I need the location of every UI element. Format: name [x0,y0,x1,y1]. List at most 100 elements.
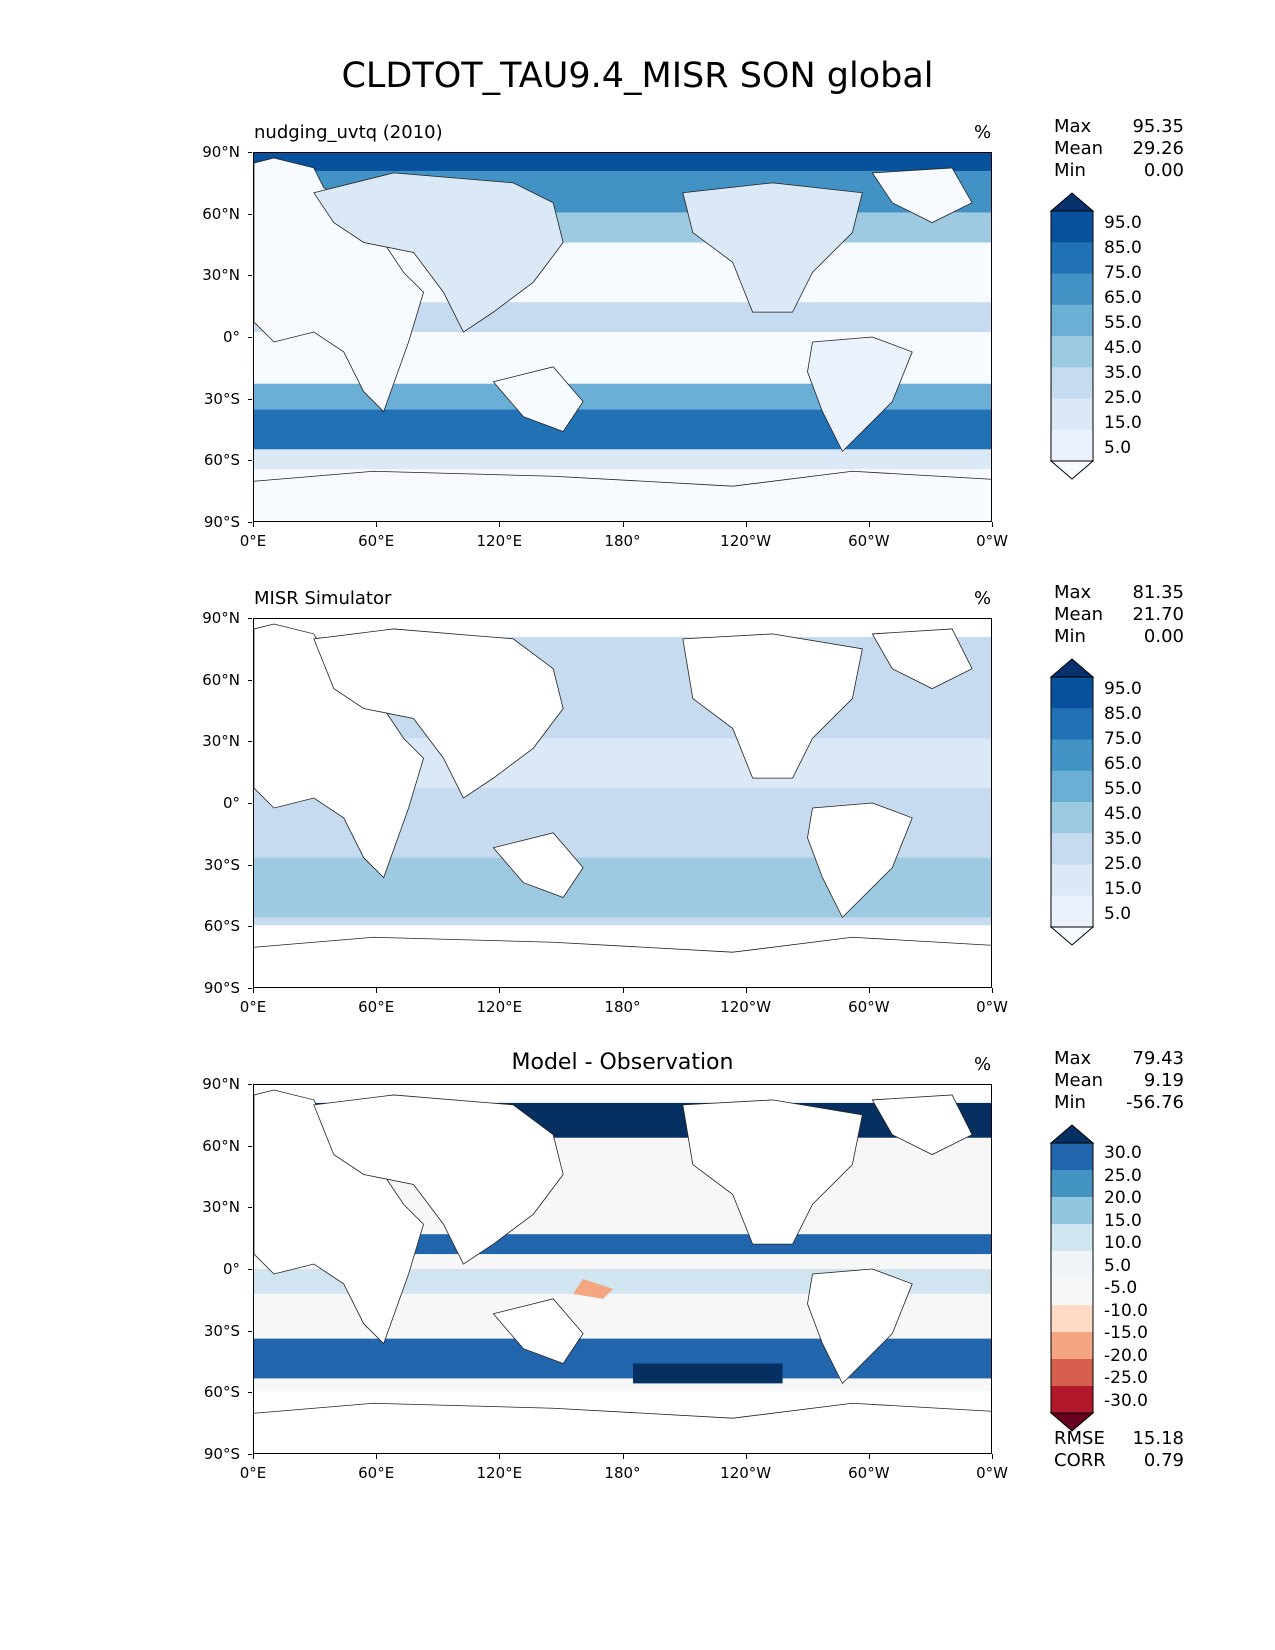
colorbar-segment [1051,1224,1093,1252]
colorbar-tick-label: 55.0 [1104,778,1142,799]
stat-min: Min -56.76 [1054,1092,1184,1113]
map-field-difference [254,1085,991,1453]
colorbar-segment [1051,895,1093,928]
colorbar-tick-label: 15.0 [1104,878,1142,899]
y-tick-label: 90°S [203,513,240,531]
stat-max: Max 95.35 [1054,116,1184,137]
y-tick-label: 90°N [202,143,240,161]
y-tick [248,398,252,400]
y-tick-label: 60°S [203,917,240,936]
stats-box: Max 81.35 Mean 21.70 Min 0.00 [1054,582,1184,648]
x-tick [253,988,254,993]
colorbar-tick-label: 85.0 [1104,237,1142,258]
x-tick-label: 0°W [976,998,1008,1016]
y-tick-label: 30°N [202,1198,240,1217]
colorbar-tick-label: -30.0 [1104,1390,1148,1411]
y-tick [248,1392,252,1394]
colorbar-tick-label: 65.0 [1104,287,1142,308]
colorbar-segment [1051,739,1093,772]
x-tick-label: 60°E [358,998,395,1016]
colorbar-segment [1051,1251,1093,1279]
colorbar-outline [1050,676,1094,928]
colorbar-outline [1050,210,1094,462]
colorbar-tick-label: 15.0 [1104,412,1142,433]
colorbar [1049,1124,1098,1432]
figure-title: CLDTOT_TAU9.4_MISR SON global [341,56,934,96]
colorbar-tick-label: 25.0 [1104,853,1142,874]
y-tick [248,275,252,277]
map-field-observation [254,619,991,987]
colorbar-tick-label: 5.0 [1104,437,1132,458]
x-tick [253,522,254,527]
error-stats: RMSE 15.18 CORR 0.79 [1054,1428,1184,1472]
colorbar-segment [1051,1143,1093,1171]
colorbar-tick-label: -25.0 [1104,1368,1148,1389]
colorbar-segment [1051,1359,1093,1387]
y-tick-label: 30°N [202,266,240,285]
y-tick [248,679,252,681]
colorbar-segment [1051,1278,1093,1306]
colorbar-tick-label: 95.0 [1104,678,1142,699]
colorbar-segment [1051,770,1093,803]
colorbar-segment [1051,211,1093,243]
map-observation [253,618,992,988]
colorbar-segment [1051,336,1093,368]
colorbar-tick-label: -15.0 [1104,1323,1148,1344]
y-tick-label: 90°N [202,1075,240,1093]
colorbar-segment [1051,833,1093,865]
stat-min: Min 0.00 [1054,160,1184,181]
x-tick-label: 60°W [848,532,890,550]
panel-title: Model - Observation [511,1050,734,1075]
colorbar-segment [1051,677,1093,709]
units-label: % [974,122,992,143]
y-tick [248,152,252,153]
colorbar-tick-label: 35.0 [1104,828,1142,849]
stat-max: Max 79.43 [1054,1048,1184,1069]
colorbar-svg [1049,658,1095,946]
y-tick [248,522,252,523]
y-tick-label: 30°S [203,1321,240,1340]
x-tick [868,988,870,993]
stat-min: Min 0.00 [1054,626,1184,647]
y-tick [248,803,252,804]
colorbar-outline [1050,1142,1094,1414]
x-tick [499,1454,501,1459]
colorbar [1049,658,1098,946]
y-tick [248,741,252,743]
stat-mean: Mean 9.19 [1054,1070,1184,1091]
x-tick-label: 60°W [848,998,890,1016]
x-tick [992,522,993,527]
x-tick [499,988,501,993]
stat-mean: Mean 29.26 [1054,138,1184,159]
panel-title: nudging_uvtq (2010) [254,122,443,143]
y-tick-label: 30°S [203,389,240,408]
x-tick-label: 0°E [239,1464,267,1482]
panel-title: MISR Simulator [254,588,392,609]
stat-max: Max 81.35 [1054,582,1184,603]
x-tick [622,1454,624,1459]
x-tick-label: 0°E [239,532,267,550]
stats-box: Max 95.35 Mean 29.26 Min 0.00 [1054,116,1184,182]
map-model [253,152,992,522]
colorbar-segment [1051,1386,1093,1414]
units-label: % [974,1054,992,1075]
stat-corr: CORR 0.79 [1054,1450,1184,1471]
x-tick [376,522,378,527]
map-field-model [254,153,991,521]
y-tick [248,1269,252,1270]
x-tick-label: 0°W [976,532,1008,550]
panel-observation: MISR Simulator % Max 81.35 Mean 21.70 Min 0… [0,466,1275,1016]
y-tick [248,460,252,462]
y-tick [248,926,252,928]
y-tick-label: 60°S [203,1383,240,1402]
colorbar [1049,192,1098,480]
colorbar-segment [1051,273,1093,306]
colorbar-segment [1051,802,1093,834]
colorbar-tick-label: 15.0 [1104,1210,1142,1231]
x-tick-label: 60°E [358,532,395,550]
panel-model: nudging_uvtq (2010) % Max 95.35 Mean 29.26… [0,0,1275,550]
stats-box: Max 79.43 Mean 9.19 Min -56.76 [1054,1048,1184,1114]
x-tick-label: 0°E [239,998,267,1016]
x-tick [622,522,624,527]
y-tick-label: 0° [222,794,240,812]
